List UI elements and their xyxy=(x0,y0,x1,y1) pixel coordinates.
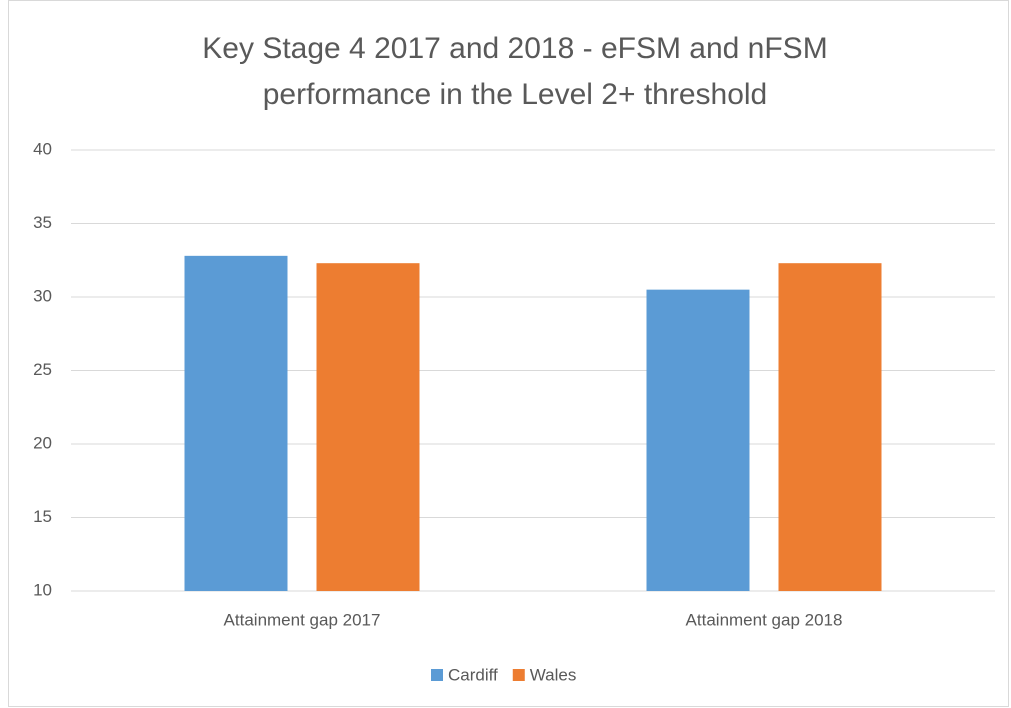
bar xyxy=(646,289,750,591)
y-tick-label: 25 xyxy=(33,360,52,379)
y-tick-label: 35 xyxy=(33,213,52,232)
x-tick-label: Attainment gap 2017 xyxy=(224,610,381,629)
chart-title: performance in the Level 2+ threshold xyxy=(263,78,767,111)
bar xyxy=(778,263,882,591)
y-tick-label: 15 xyxy=(33,507,52,526)
chart-title: Key Stage 4 2017 and 2018 - eFSM and nFS… xyxy=(202,32,827,65)
y-tick-label: 10 xyxy=(33,580,52,599)
legend-label: Wales xyxy=(530,665,577,684)
legend-label: Cardiff xyxy=(448,665,498,684)
y-tick-label: 20 xyxy=(33,433,52,452)
legend-swatch xyxy=(431,669,443,681)
y-tick-label: 30 xyxy=(33,286,52,305)
bar xyxy=(316,263,420,591)
bar xyxy=(184,255,288,591)
x-tick-label: Attainment gap 2018 xyxy=(686,610,843,629)
y-tick-label: 40 xyxy=(33,139,52,158)
legend-swatch xyxy=(512,669,525,681)
